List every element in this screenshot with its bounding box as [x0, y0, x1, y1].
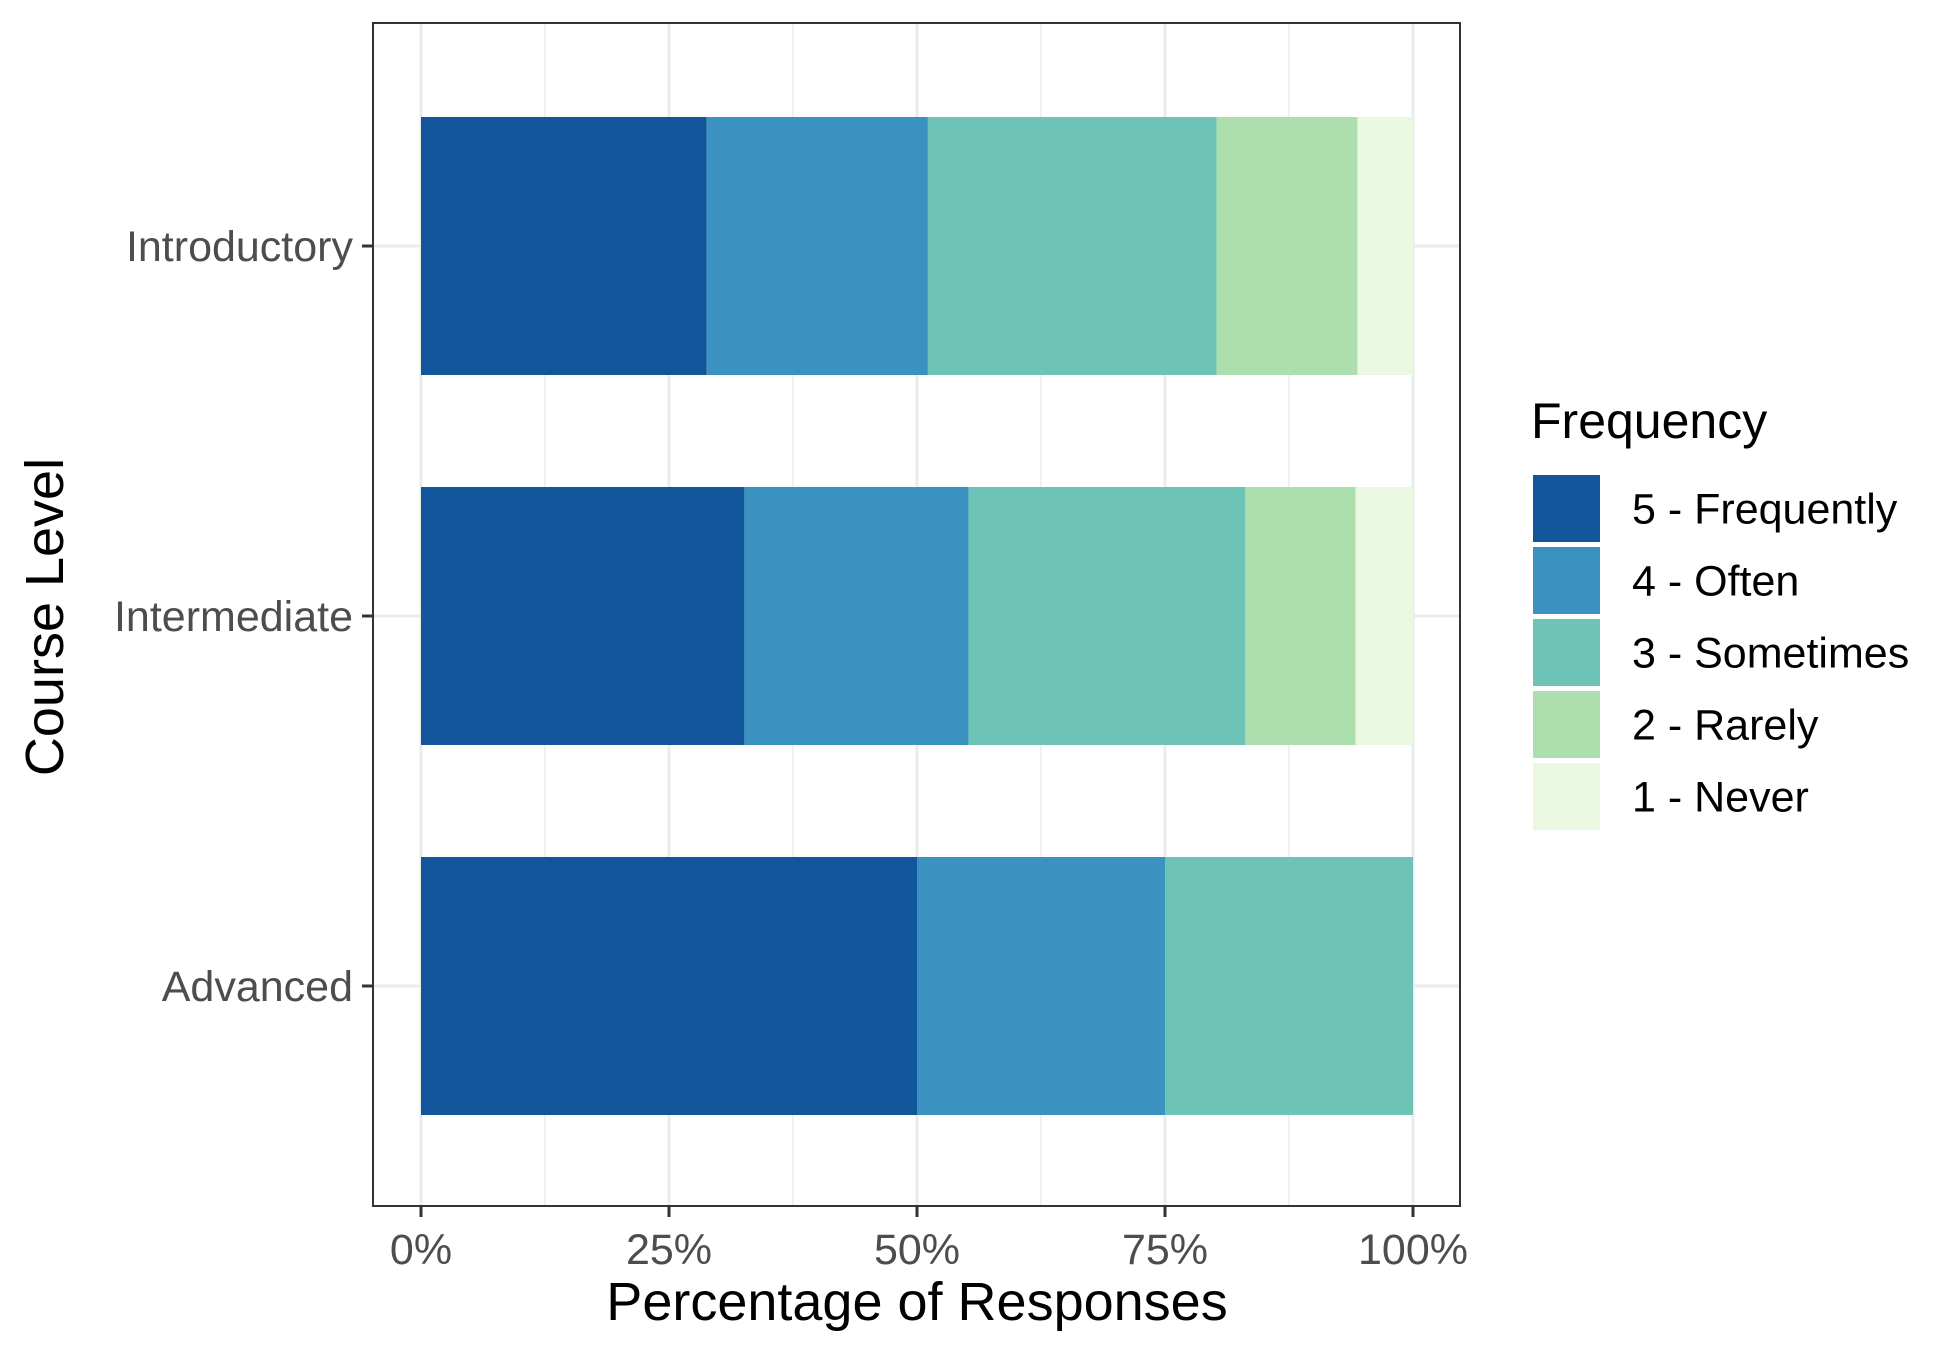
x-tick-label: 0%: [390, 1226, 452, 1274]
bar-segment: [706, 117, 928, 375]
legend-key: [1533, 763, 1600, 830]
bars: [421, 117, 1413, 1115]
y-tick-label: Introductory: [126, 223, 354, 271]
bar-segment: [421, 117, 707, 375]
legend: Frequency 5 - Frequently 4 - Often 3 - Som…: [1531, 393, 1909, 830]
x-tick-label: 100%: [1358, 1226, 1468, 1274]
legend-key: [1533, 547, 1600, 614]
legend-key: [1533, 619, 1600, 686]
legend-label: 2 - Rarely: [1632, 702, 1819, 750]
bar-segment: [1216, 117, 1358, 375]
bar-segment: [421, 857, 917, 1115]
x-axis: 0% 25% 50% 75% 100%: [390, 1206, 1468, 1274]
bar-segment: [744, 487, 969, 745]
y-tick-label: Intermediate: [114, 593, 353, 641]
legend-key: [1533, 691, 1600, 758]
x-tick-label: 25%: [626, 1226, 712, 1274]
bar-segment: [1357, 117, 1413, 375]
bar-segment: [1165, 857, 1413, 1115]
x-axis-title: Percentage of Responses: [606, 1272, 1227, 1332]
x-tick-label: 50%: [874, 1226, 960, 1274]
bar-segment: [917, 857, 1165, 1115]
y-axis: Introductory Intermediate Advanced: [114, 223, 373, 1011]
legend-label: 4 - Often: [1632, 558, 1799, 606]
bar-segment: [968, 487, 1246, 745]
legend-label: 1 - Never: [1632, 774, 1809, 822]
bar-segment: [927, 117, 1217, 375]
x-tick-label: 75%: [1122, 1226, 1208, 1274]
y-axis-title: Course Level: [15, 458, 75, 776]
legend-key: [1533, 475, 1600, 542]
y-tick-label: Advanced: [162, 963, 353, 1011]
legend-label: 5 - Frequently: [1632, 486, 1898, 534]
bar-segment: [1245, 487, 1356, 745]
bar-segment: [1355, 487, 1413, 745]
legend-title: Frequency: [1531, 393, 1767, 449]
bar-segment: [421, 487, 745, 745]
legend-label: 3 - Sometimes: [1632, 630, 1909, 678]
